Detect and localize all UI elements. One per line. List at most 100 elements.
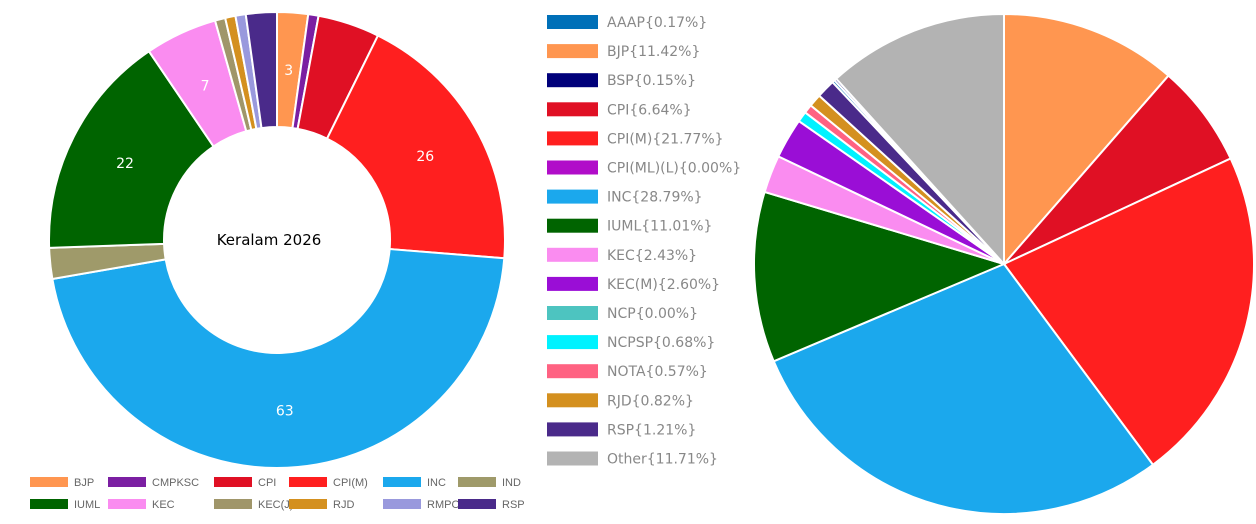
pie-legend-item-kec[interactable]: KEC{2.43%}	[547, 248, 697, 264]
legend-label: BJP	[74, 477, 94, 489]
legend-swatch	[547, 73, 598, 88]
legend-label: CPI{6.64%}	[607, 102, 692, 118]
vote-share-pie-chart: AAAP{0.17%} BJP{11.42%} BSP{0.15%} CPI{6.64…	[547, 12, 1255, 515]
pie-slice-iuml	[753, 190, 1007, 363]
legend-label: CPI(M){21.77%}	[607, 131, 724, 147]
legend-label: NCP{0.00%}	[607, 306, 698, 322]
doughnut-slice-label-cpi-m: 26	[416, 149, 434, 165]
doughnut-legend: BJP CMPKSC CPI CPI(M) INC IND IUML KEC KEC(J) RJD…	[30, 477, 525, 511]
doughnut-center-title: Keralam 2026	[217, 231, 322, 249]
doughnut-legend-item-ind[interactable]: IND	[458, 477, 521, 489]
pie-legend-item-rjd[interactable]: RJD{0.82%}	[547, 393, 694, 409]
legend-label: RMPOI	[427, 499, 463, 511]
legend-swatch	[547, 102, 598, 117]
legend-swatch	[547, 335, 598, 350]
doughnut-slice-rsp	[244, 10, 278, 130]
legend-swatch	[289, 477, 327, 487]
pie-legend-item-cpi-ml-l[interactable]: CPI(ML)(L){0.00%}	[547, 160, 741, 177]
pie-legend-item-rsp[interactable]: RSP{1.21%}	[547, 422, 696, 438]
doughnut-slice-labels: 3 26 63 22 7	[116, 63, 434, 419]
pie-legend-item-ncp[interactable]: NCP{0.00%}	[547, 306, 698, 322]
doughnut-legend-item-iuml[interactable]: IUML	[30, 499, 100, 511]
doughnut-slice-label-kec: 7	[201, 78, 210, 94]
doughnut-slices	[48, 10, 506, 469]
legend-label: BSP{0.15%}	[607, 73, 696, 89]
doughnut-slice-iuml	[48, 49, 215, 249]
legend-label: KEC(J)	[258, 499, 293, 511]
legend-swatch	[458, 477, 496, 487]
legend-label: IUML{11.01%}	[607, 219, 712, 235]
pie-legend-item-iuml[interactable]: IUML{11.01%}	[547, 218, 712, 235]
legend-label: Other{11.71%}	[607, 452, 718, 468]
legend-label: INC{28.79%}	[607, 190, 703, 206]
legend-swatch	[547, 131, 598, 146]
pie-slices	[753, 12, 1255, 515]
legend-swatch	[289, 499, 327, 509]
pie-legend-item-nota[interactable]: NOTA{0.57%}	[547, 364, 708, 380]
doughnut-slice-inc	[51, 247, 506, 469]
legend-label: CPI(M)	[333, 477, 368, 489]
legend-swatch	[547, 306, 598, 320]
doughnut-legend-item-bjp[interactable]: BJP	[30, 477, 94, 489]
pie-legend-item-inc[interactable]: INC{28.79%}	[547, 189, 703, 206]
doughnut-legend-item-cpi[interactable]: CPI	[214, 477, 276, 489]
legend-swatch	[214, 499, 252, 509]
pie-legend: AAAP{0.17%} BJP{11.42%} BSP{0.15%} CPI{6.64…	[547, 15, 741, 468]
seat-doughnut-chart: 3 26 63 22 7 Keralam 2026 BJP CMPKSC CPI CPI(M)…	[30, 10, 525, 511]
legend-label: KEC	[152, 499, 175, 511]
legend-swatch	[383, 477, 421, 487]
legend-swatch	[547, 422, 598, 437]
doughnut-legend-item-kec-j[interactable]: KEC(J)	[214, 499, 293, 511]
pie-slice-bjp	[1003, 12, 1170, 267]
legend-swatch	[547, 15, 598, 29]
legend-label: BJP{11.42%}	[607, 44, 700, 60]
legend-swatch	[547, 364, 598, 379]
legend-swatch	[547, 189, 598, 204]
pie-slice-other	[834, 12, 1005, 267]
legend-label: IUML	[74, 499, 100, 511]
legend-swatch	[547, 393, 598, 408]
doughnut-legend-item-rjd[interactable]: RJD	[289, 499, 354, 511]
doughnut-legend-item-cpi-m[interactable]: CPI(M)	[289, 477, 368, 489]
legend-swatch	[547, 247, 598, 262]
pie-slice-inc	[772, 262, 1155, 515]
legend-swatch	[547, 44, 598, 59]
legend-swatch	[458, 499, 496, 509]
legend-label: RSP{1.21%}	[607, 422, 696, 438]
legend-label: NOTA{0.57%}	[607, 364, 708, 380]
pie-legend-item-kec-m[interactable]: KEC(M){2.60%}	[547, 276, 720, 293]
pie-legend-item-cpi[interactable]: CPI{6.64%}	[547, 102, 692, 118]
pie-legend-item-bsp[interactable]: BSP{0.15%}	[547, 73, 696, 89]
doughnut-legend-item-inc[interactable]: INC	[383, 477, 446, 489]
pie-legend-item-bjp[interactable]: BJP{11.42%}	[547, 44, 700, 60]
legend-label: CMPKSC	[152, 477, 199, 489]
legend-label: CPI	[258, 477, 276, 489]
legend-swatch	[214, 477, 252, 487]
legend-swatch	[108, 477, 146, 487]
pie-legend-item-ncpsp[interactable]: NCPSP{0.68%}	[547, 335, 715, 351]
pie-legend-item-aaap[interactable]: AAAP{0.17%}	[547, 15, 707, 31]
legend-swatch	[30, 477, 68, 487]
pie-slice-cpi-m	[1002, 157, 1255, 467]
doughnut-legend-item-kec[interactable]: KEC	[108, 499, 175, 511]
doughnut-slice-label-iuml: 22	[116, 156, 134, 172]
legend-label: AAAP{0.17%}	[607, 15, 707, 31]
pie-legend-item-cpi-m[interactable]: CPI(M){21.77%}	[547, 131, 724, 147]
doughnut-slice-cpi-m	[325, 34, 506, 260]
legend-label: KEC{2.43%}	[607, 248, 697, 264]
pie-legend-item-other[interactable]: Other{11.71%}	[547, 451, 718, 468]
legend-swatch	[547, 160, 598, 175]
doughnut-legend-item-rsp[interactable]: RSP	[458, 499, 525, 511]
legend-label: NCPSP{0.68%}	[607, 335, 715, 351]
legend-label: IND	[502, 477, 521, 489]
doughnut-legend-item-rmpoi[interactable]: RMPOI	[383, 499, 463, 511]
legend-label: RJD	[333, 499, 354, 511]
legend-swatch	[547, 218, 598, 233]
legend-label: CPI(ML)(L){0.00%}	[607, 161, 741, 177]
legend-label: INC	[427, 477, 446, 489]
legend-label: RSP	[502, 499, 525, 511]
doughnut-legend-item-cmpksc[interactable]: CMPKSC	[108, 477, 199, 489]
legend-swatch	[108, 499, 146, 509]
doughnut-slice-label-inc: 63	[276, 403, 294, 419]
